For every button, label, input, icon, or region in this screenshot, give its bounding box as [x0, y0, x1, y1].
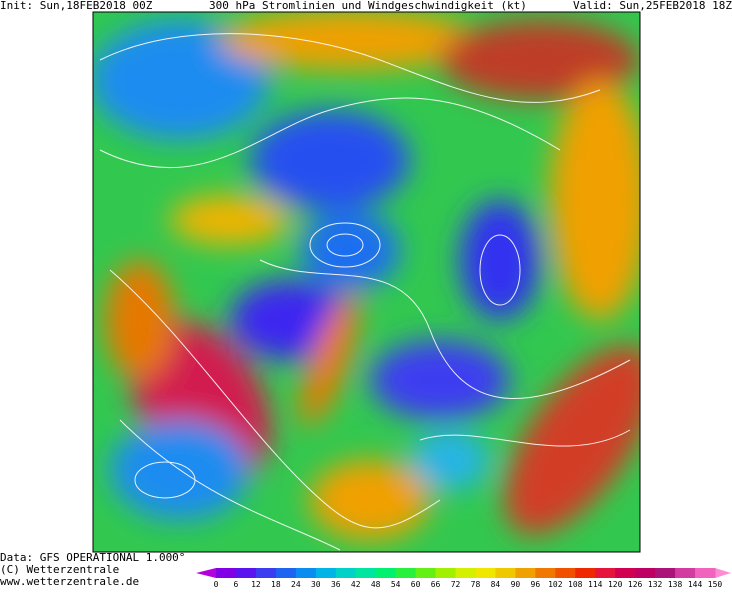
colorbar-label: 0	[214, 580, 219, 589]
colorbar-segment	[435, 568, 457, 578]
colorbar-label: 72	[451, 580, 461, 589]
copyright: (C) Wetterzentrale	[0, 563, 119, 576]
colorbar-segment	[615, 568, 636, 578]
colorbar-label: 24	[291, 580, 301, 589]
colorbar-segment	[655, 568, 676, 578]
init-time: Init: Sun,18FEB2018 00Z	[0, 0, 153, 12]
colorbar-segment	[355, 568, 377, 578]
colorbar-segment	[415, 568, 437, 578]
colorbar-segment	[295, 568, 317, 578]
colorbar-segment	[455, 568, 476, 578]
colorbar-segment	[395, 568, 417, 578]
colorbar-label: 102	[548, 580, 563, 589]
colorbar-segment	[235, 568, 257, 578]
colorbar-label: 18	[271, 580, 281, 589]
colorbar-label: 12	[251, 580, 261, 589]
website: www.wetterzentrale.de	[0, 575, 139, 588]
colorbar-label: 48	[371, 580, 381, 589]
colorbar-segment	[216, 568, 237, 578]
colorbar: 0 6 12 18 24 30 36 42 48 54 60 66 72 78 84 90 96 102 108 11…	[196, 568, 731, 589]
colorbar-label: 114	[588, 580, 603, 589]
colorbar-label: 78	[471, 580, 481, 589]
colorbar-label: 36	[331, 580, 341, 589]
colorbar-label: 150	[708, 580, 723, 589]
colorbar-label: 66	[431, 580, 441, 589]
wind-map	[93, 12, 640, 552]
colorbar-under	[196, 568, 216, 578]
colorbar-label: 138	[668, 580, 683, 589]
colorbar-label: 144	[688, 580, 703, 589]
colorbar-label: 126	[628, 580, 643, 589]
colorbar-segment	[575, 568, 596, 578]
colorbar-segment	[255, 568, 277, 578]
colorbar-label: 108	[568, 580, 583, 589]
colorbar-label: 30	[311, 580, 321, 589]
colorbar-label: 60	[411, 580, 421, 589]
colorbar-over	[715, 568, 731, 578]
data-source: Data: GFS OPERATIONAL 1.000°	[0, 551, 185, 564]
colorbar-segment	[515, 568, 536, 578]
colorbar-label: 84	[491, 580, 501, 589]
colorbar-label: 132	[648, 580, 663, 589]
colorbar-segment	[635, 568, 656, 578]
map-frame	[92, 11, 641, 553]
colorbar-segment	[675, 568, 696, 578]
colorbar-segment	[555, 568, 576, 578]
colorbar-segment	[275, 568, 297, 578]
colorbar-segment	[495, 568, 516, 578]
colorbar-label: 120	[608, 580, 623, 589]
colorbar-segment	[695, 568, 716, 578]
colorbar-segment	[535, 568, 556, 578]
colorbar-segment	[315, 568, 337, 578]
colorbar-segment	[375, 568, 397, 578]
colorbar-segment	[475, 568, 496, 578]
colorbar-label: 54	[391, 580, 401, 589]
colorbar-label: 96	[531, 580, 541, 589]
valid-time: Valid: Sun,25FEB2018 18Z	[573, 0, 732, 12]
colorbar-label: 90	[511, 580, 521, 589]
colorbar-label: 6	[234, 580, 239, 589]
colorbar-segment	[335, 568, 357, 578]
colorbar-segment	[595, 568, 616, 578]
colorbar-label: 42	[351, 580, 361, 589]
map-title: 300 hPa Stromlinien und Windgeschwindigk…	[209, 0, 527, 12]
